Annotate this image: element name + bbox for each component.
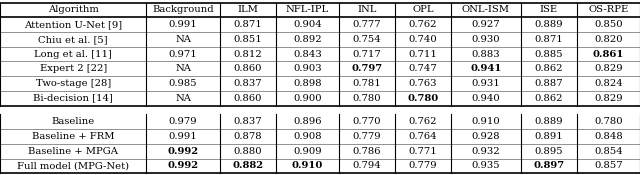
Text: Baseline + FRM: Baseline + FRM: [32, 132, 115, 141]
Text: 0.797: 0.797: [351, 64, 383, 73]
Text: 0.882: 0.882: [232, 161, 264, 170]
Text: 0.754: 0.754: [353, 35, 381, 44]
Text: 0.979: 0.979: [169, 117, 198, 126]
Text: Full model (MPG-Net): Full model (MPG-Net): [17, 161, 129, 170]
Text: 0.928: 0.928: [472, 132, 500, 141]
Text: 0.820: 0.820: [594, 35, 623, 44]
Text: ONL-ISM: ONL-ISM: [462, 5, 510, 15]
Text: 0.871: 0.871: [234, 20, 262, 29]
Text: 0.862: 0.862: [534, 94, 563, 103]
Text: 0.862: 0.862: [534, 64, 563, 73]
Text: 0.762: 0.762: [408, 117, 437, 126]
Text: 0.764: 0.764: [408, 132, 437, 141]
Text: 0.781: 0.781: [353, 79, 381, 88]
Text: 0.891: 0.891: [534, 132, 563, 141]
Text: NA: NA: [175, 64, 191, 73]
Text: 0.770: 0.770: [353, 117, 381, 126]
Text: Chiu et al. [5]: Chiu et al. [5]: [38, 35, 108, 44]
Text: 0.909: 0.909: [293, 147, 322, 156]
Text: INL: INL: [357, 5, 377, 15]
Text: 0.843: 0.843: [293, 50, 322, 59]
Text: Algorithm: Algorithm: [48, 5, 99, 15]
Text: 0.910: 0.910: [472, 117, 500, 126]
Text: 0.854: 0.854: [594, 147, 623, 156]
Text: Expert 2 [22]: Expert 2 [22]: [40, 64, 107, 73]
Text: 0.930: 0.930: [472, 35, 500, 44]
Text: 0.837: 0.837: [234, 117, 262, 126]
Text: 0.883: 0.883: [472, 50, 500, 59]
Text: 0.717: 0.717: [353, 50, 381, 59]
Text: 0.851: 0.851: [234, 35, 262, 44]
Text: ISE: ISE: [540, 5, 558, 15]
Text: 0.762: 0.762: [408, 20, 437, 29]
Text: 0.779: 0.779: [353, 132, 381, 141]
Text: 0.908: 0.908: [293, 132, 322, 141]
Text: Long et al. [11]: Long et al. [11]: [35, 50, 112, 59]
Text: 0.829: 0.829: [594, 94, 623, 103]
Text: 0.941: 0.941: [470, 64, 502, 73]
Text: 0.779: 0.779: [408, 161, 437, 170]
Text: 0.889: 0.889: [534, 117, 563, 126]
Text: 0.780: 0.780: [407, 94, 438, 103]
Text: 0.887: 0.887: [534, 79, 563, 88]
Text: 0.904: 0.904: [293, 20, 322, 29]
Text: 0.910: 0.910: [292, 161, 323, 170]
Text: 0.940: 0.940: [472, 94, 500, 103]
Text: 0.895: 0.895: [534, 147, 563, 156]
Text: 0.927: 0.927: [472, 20, 500, 29]
Text: 0.848: 0.848: [594, 132, 623, 141]
Text: 0.794: 0.794: [353, 161, 381, 170]
Text: OPL: OPL: [412, 5, 433, 15]
Text: 0.903: 0.903: [293, 64, 322, 73]
Text: OS-RPE: OS-RPE: [588, 5, 628, 15]
Text: 0.747: 0.747: [408, 64, 437, 73]
Text: 0.824: 0.824: [594, 79, 623, 88]
Text: 0.896: 0.896: [293, 117, 322, 126]
Text: Bi-decision [14]: Bi-decision [14]: [33, 94, 113, 103]
Text: NA: NA: [175, 35, 191, 44]
Text: 0.900: 0.900: [293, 94, 322, 103]
Text: 0.857: 0.857: [594, 161, 623, 170]
Text: 0.992: 0.992: [168, 161, 198, 170]
Text: 0.931: 0.931: [472, 79, 500, 88]
Text: 0.878: 0.878: [234, 132, 262, 141]
Text: Baseline + MPGA: Baseline + MPGA: [28, 147, 118, 156]
Text: 0.829: 0.829: [594, 64, 623, 73]
Text: 0.771: 0.771: [408, 147, 437, 156]
Text: Attention U-Net [9]: Attention U-Net [9]: [24, 20, 122, 29]
Text: 0.991: 0.991: [169, 20, 198, 29]
Text: NFL-IPL: NFL-IPL: [286, 5, 329, 15]
Text: 0.971: 0.971: [169, 50, 198, 59]
Text: 0.985: 0.985: [169, 79, 198, 88]
Text: 0.861: 0.861: [593, 50, 624, 59]
Text: ILM: ILM: [237, 5, 259, 15]
Text: 0.935: 0.935: [472, 161, 500, 170]
Text: Two-stage [28]: Two-stage [28]: [36, 79, 111, 88]
Text: 0.991: 0.991: [169, 132, 198, 141]
Text: 0.850: 0.850: [594, 20, 623, 29]
Text: 0.812: 0.812: [234, 50, 262, 59]
Text: 0.892: 0.892: [293, 35, 322, 44]
Text: 0.992: 0.992: [168, 147, 198, 156]
Text: NA: NA: [175, 94, 191, 103]
Text: 0.780: 0.780: [353, 94, 381, 103]
Text: 0.780: 0.780: [594, 117, 623, 126]
Text: 0.860: 0.860: [234, 94, 262, 103]
Text: Baseline: Baseline: [52, 117, 95, 126]
Text: Background: Background: [152, 5, 214, 15]
Text: 0.786: 0.786: [353, 147, 381, 156]
Text: 0.777: 0.777: [353, 20, 381, 29]
Text: 0.885: 0.885: [534, 50, 563, 59]
Text: 0.932: 0.932: [472, 147, 500, 156]
Text: 0.897: 0.897: [533, 161, 564, 170]
Text: 0.871: 0.871: [534, 35, 563, 44]
Text: 0.740: 0.740: [408, 35, 437, 44]
Text: 0.763: 0.763: [408, 79, 437, 88]
Text: 0.898: 0.898: [293, 79, 322, 88]
Text: 0.860: 0.860: [234, 64, 262, 73]
Text: 0.711: 0.711: [408, 50, 437, 59]
Text: 0.889: 0.889: [534, 20, 563, 29]
Text: 0.880: 0.880: [234, 147, 262, 156]
Text: 0.837: 0.837: [234, 79, 262, 88]
